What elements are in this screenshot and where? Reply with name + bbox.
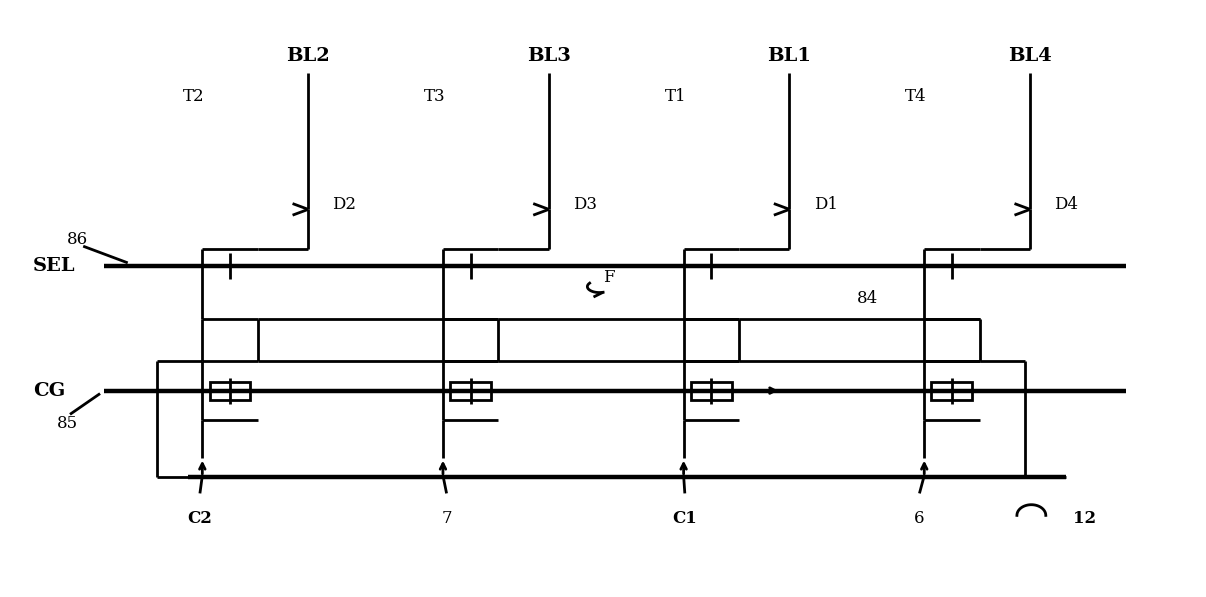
Text: D4: D4 [1054, 196, 1078, 213]
Text: F: F [603, 269, 615, 286]
Bar [210, 381, 251, 399]
Text: 6: 6 [914, 510, 925, 527]
Text: 84: 84 [857, 290, 878, 307]
Text: C1: C1 [673, 510, 697, 527]
Text: BL1: BL1 [767, 47, 812, 65]
Text: C2: C2 [187, 510, 212, 527]
Text: D1: D1 [814, 196, 838, 213]
Text: 12: 12 [1072, 510, 1096, 527]
Text: 86: 86 [66, 230, 88, 248]
Text: D2: D2 [333, 196, 356, 213]
Text: BL2: BL2 [286, 47, 330, 65]
Bar [931, 381, 972, 399]
Text: BL3: BL3 [527, 47, 570, 65]
Text: T2: T2 [183, 88, 205, 105]
Text: 7: 7 [441, 510, 452, 527]
Text: BL4: BL4 [1008, 47, 1052, 65]
Text: T4: T4 [904, 88, 926, 105]
Text: 85: 85 [57, 415, 78, 432]
Bar [691, 381, 732, 399]
Text: T1: T1 [665, 88, 686, 105]
Bar [450, 381, 491, 399]
Text: SEL: SEL [33, 257, 76, 275]
Text: CG: CG [34, 381, 65, 399]
Text: D3: D3 [573, 196, 597, 213]
Text: T3: T3 [423, 88, 445, 105]
